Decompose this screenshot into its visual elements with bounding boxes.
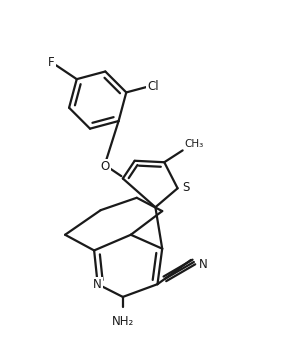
Text: S: S — [182, 181, 189, 194]
Text: N: N — [198, 258, 207, 271]
Text: F: F — [48, 57, 55, 69]
Text: O: O — [100, 160, 110, 173]
Text: N: N — [93, 278, 102, 291]
Text: CH₃: CH₃ — [184, 139, 203, 149]
Text: NH₂: NH₂ — [112, 315, 134, 328]
Text: Cl: Cl — [147, 80, 159, 93]
